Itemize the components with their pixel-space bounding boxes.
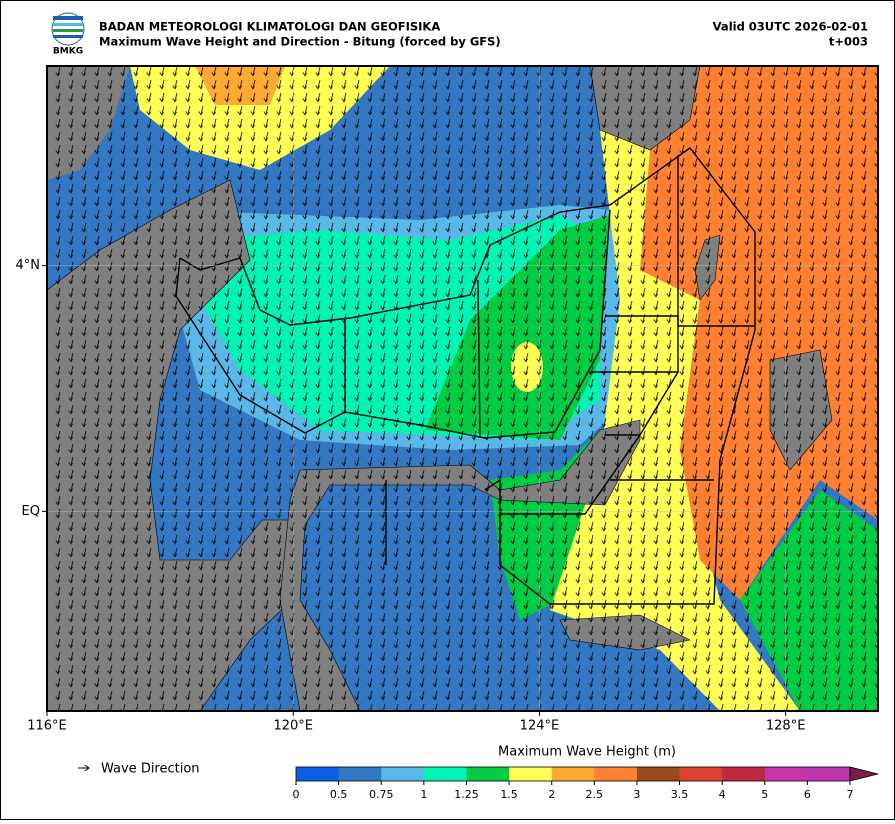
lon-tick-label: 116°E: [27, 719, 67, 734]
direction-legend: Wave Direction: [78, 762, 200, 777]
colorbar-tick-label: 0.5: [330, 788, 348, 801]
colorbar-frame: [295, 766, 851, 782]
colorbar-tick-label: 5: [761, 788, 768, 801]
colorbar-segment: [679, 767, 723, 781]
colorbar-tick-label: 7: [847, 788, 854, 801]
valid-time: Valid 03UTC 2026-02-01: [713, 20, 868, 34]
logo: BMKG: [51, 12, 85, 57]
map-frame: [46, 65, 879, 712]
lat-tick-label: 4°N: [16, 258, 41, 273]
colorbar-tick-label: 3: [633, 788, 640, 801]
colorbar-segment: [551, 767, 595, 781]
wave-direction-arrows: [47, 66, 878, 711]
colorbar-segment: [338, 767, 382, 781]
colorbar-segment: [296, 767, 339, 781]
map: [47, 66, 878, 711]
colorbar-segment: [423, 767, 467, 781]
colorbar-tick-label: 3.5: [671, 788, 689, 801]
legend-label: Wave Direction: [101, 762, 200, 777]
colorbar-segment: [807, 767, 851, 781]
colorbar-tick-label: 0: [293, 788, 300, 801]
forecast-zones: [175, 147, 756, 605]
colorbar-segment: [764, 767, 808, 781]
logo-text: BMKG: [53, 47, 83, 57]
colorbar-segment: [509, 767, 552, 781]
subtitle: Maximum Wave Height and Direction - Bitu…: [99, 35, 501, 49]
colorbar-segment: [466, 767, 510, 781]
lon-tick-label: 124°E: [520, 719, 560, 734]
colorbar-title: Maximum Wave Height (m): [498, 745, 676, 760]
colorbar-segment: [722, 767, 766, 781]
colorbar-segment: [381, 767, 425, 781]
colorbar-segment: [594, 767, 638, 781]
colorbar-tick-label: 1: [420, 788, 427, 801]
lat-tick-label: EQ: [22, 504, 40, 519]
lon-tick-label: 128°E: [766, 719, 806, 734]
colorbar-tick-label: 2.5: [586, 788, 604, 801]
colorbar-tick-label: 6: [804, 788, 811, 801]
lon-tick-label: 120°E: [273, 719, 313, 734]
title: BADAN METEOROLOGI KLIMATOLOGI DAN GEOFIS…: [99, 20, 440, 34]
colorbar-tick-label: 1.25: [454, 788, 479, 801]
forecast-step: t+003: [829, 35, 868, 49]
colorbar-tick-label: 2: [548, 788, 555, 801]
colorbar-tick-label: 0.75: [369, 788, 394, 801]
colorbar-tick-label: 4: [719, 788, 726, 801]
colorbar-segment: [636, 767, 680, 781]
colorbar-tick-label: 1.5: [500, 788, 518, 801]
